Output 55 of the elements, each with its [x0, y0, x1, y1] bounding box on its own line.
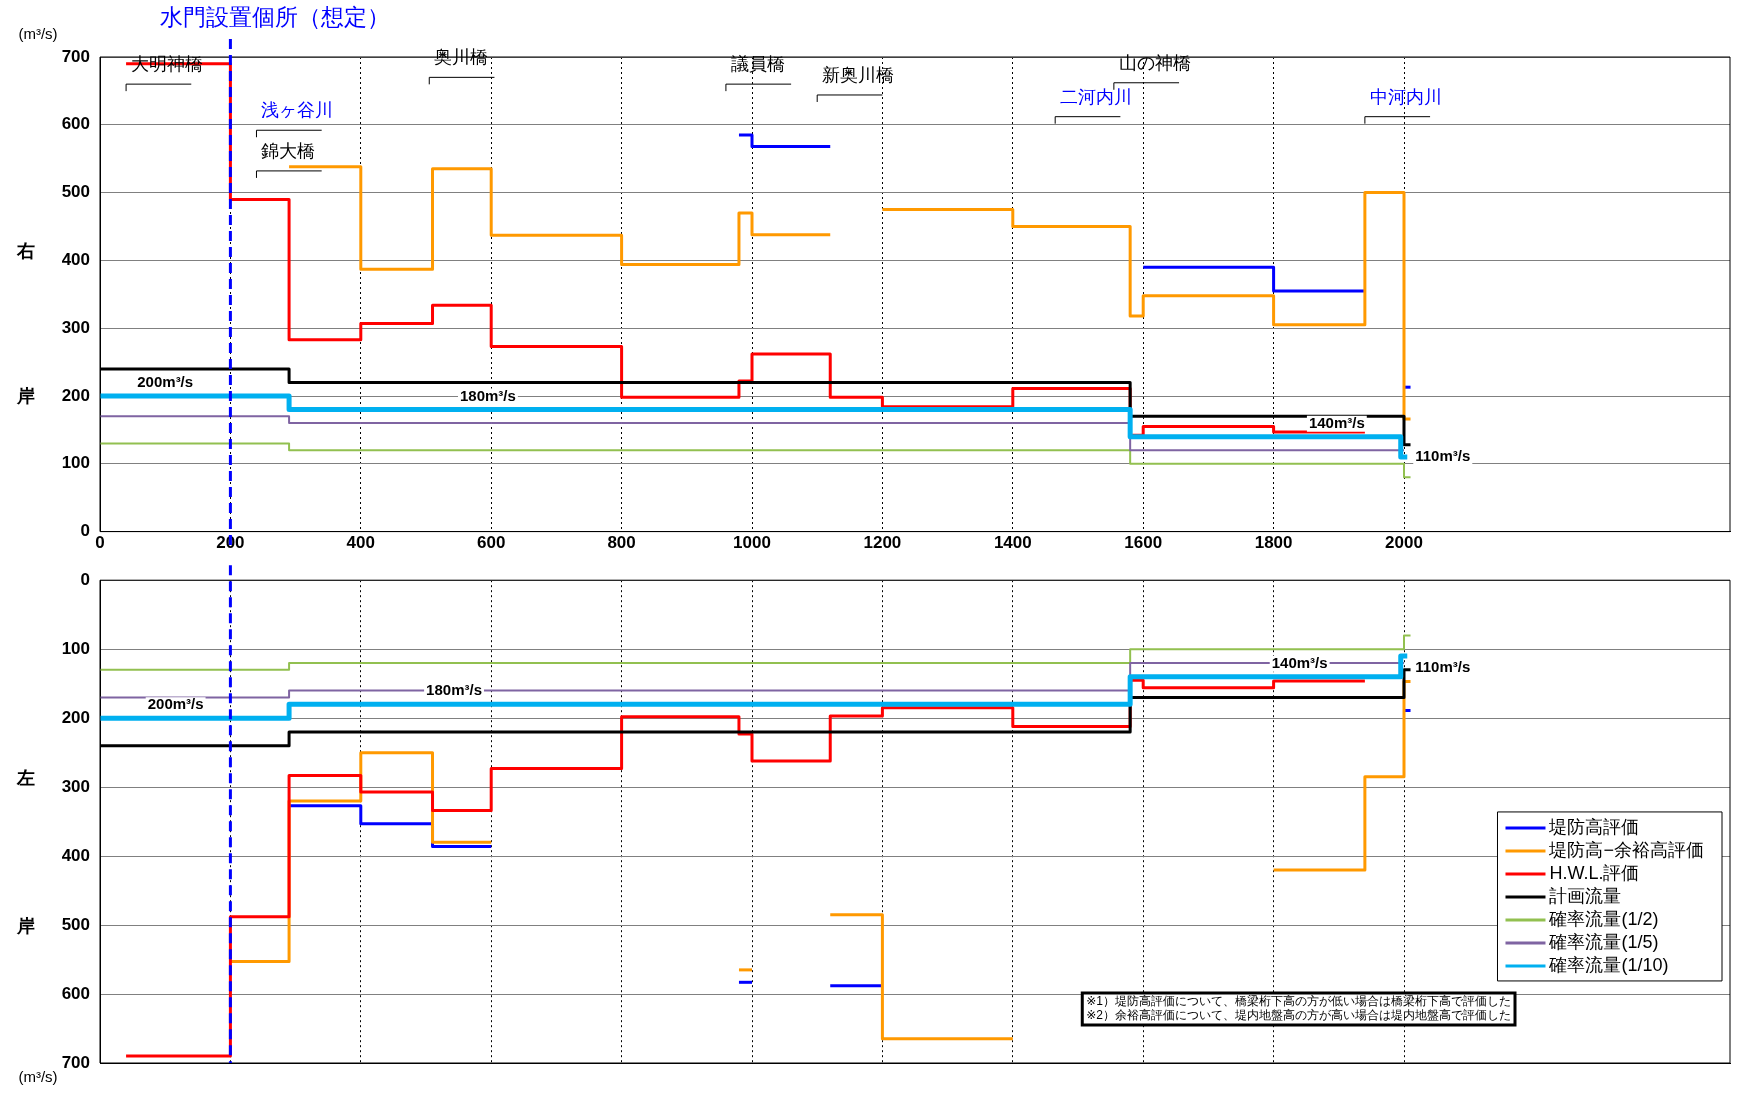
y-tick-label: 200: [61, 707, 90, 727]
annotation: 140m³/s: [1308, 413, 1365, 431]
annotation: 140m³/s: [1271, 653, 1328, 671]
annotation: ※1）堤防高評価について、橋梁桁下高の方が低い場合は橋梁桁下高で評価した: [1086, 994, 1512, 1009]
x-tick-label: 1000: [733, 533, 771, 553]
y-tick-label: 700: [61, 1052, 90, 1072]
y-tick-label: 100: [61, 638, 90, 658]
legend-label: 堤防高−余裕高評価: [1548, 839, 1704, 860]
x-tick-label: 800: [607, 533, 636, 553]
annotation: 180m³/s: [426, 681, 482, 699]
annotation: 110m³/s: [1415, 658, 1471, 676]
y-tick-label: 300: [61, 776, 90, 796]
x-tick-label: 200: [216, 533, 245, 553]
legend-label: 堤防高評価: [1548, 816, 1640, 837]
annotation: ※2）余裕高評価について、堤内地盤高の方が高い場合は堤内地盤高で評価した: [1086, 1008, 1512, 1023]
x-tick-label: 1800: [1254, 533, 1293, 553]
x-tick-label: 600: [477, 533, 506, 553]
y-tick-label: 400: [61, 250, 90, 270]
legend-label: 確率流量(1/2): [1548, 908, 1659, 929]
x-tick-label: 0: [95, 533, 105, 553]
y-axis-title: 左岸: [16, 754, 36, 1047]
annotation: 二河内川: [1060, 86, 1133, 107]
x-tick-label: 400: [346, 533, 375, 553]
y-tick-label: 200: [61, 385, 90, 405]
legend-label: 確率流量(1/10): [1548, 954, 1669, 975]
annotation: 中河内川: [1369, 86, 1442, 107]
annotation: 180m³/s: [460, 386, 516, 404]
annotation: 200m³/s: [147, 695, 204, 713]
y-tick-label: 600: [61, 983, 90, 1003]
ref-line-label: 水門設置個所（想定）: [160, 3, 391, 30]
annotation: 錦大橋: [261, 140, 316, 161]
y-axis-title: 右岸: [16, 228, 36, 516]
annotation: 110m³/s: [1415, 447, 1471, 465]
annotation: 新奥川橋: [822, 64, 895, 85]
y-tick-label: 400: [61, 845, 90, 865]
legend-label: H.W.L.評価: [1549, 862, 1640, 883]
x-tick-label: 1400: [993, 533, 1032, 553]
annotation: 山の神橋: [1118, 52, 1191, 73]
x-tick-label: 1600: [1124, 533, 1163, 553]
y-tick-label: 600: [61, 114, 90, 134]
y-tick-label: 300: [61, 317, 90, 337]
y-tick-label: 0: [80, 569, 90, 589]
y-tick-label: 500: [61, 182, 90, 202]
annotation: 議員橋: [730, 54, 785, 75]
text: (m³/s): [18, 25, 58, 43]
text: (m³/s): [18, 1068, 58, 1086]
y-tick-label: 500: [61, 914, 90, 934]
x-tick-label: 1200: [863, 533, 902, 553]
x-tick-label: 2000: [1385, 533, 1423, 553]
y-tick-label: 100: [61, 453, 90, 473]
annotation: 浅ヶ谷川: [261, 100, 334, 121]
legend-label: 計画流量: [1549, 885, 1622, 906]
legend-label: 確率流量(1/5): [1548, 931, 1659, 952]
y-tick-label: 700: [61, 46, 90, 66]
annotation: 200m³/s: [137, 373, 194, 391]
